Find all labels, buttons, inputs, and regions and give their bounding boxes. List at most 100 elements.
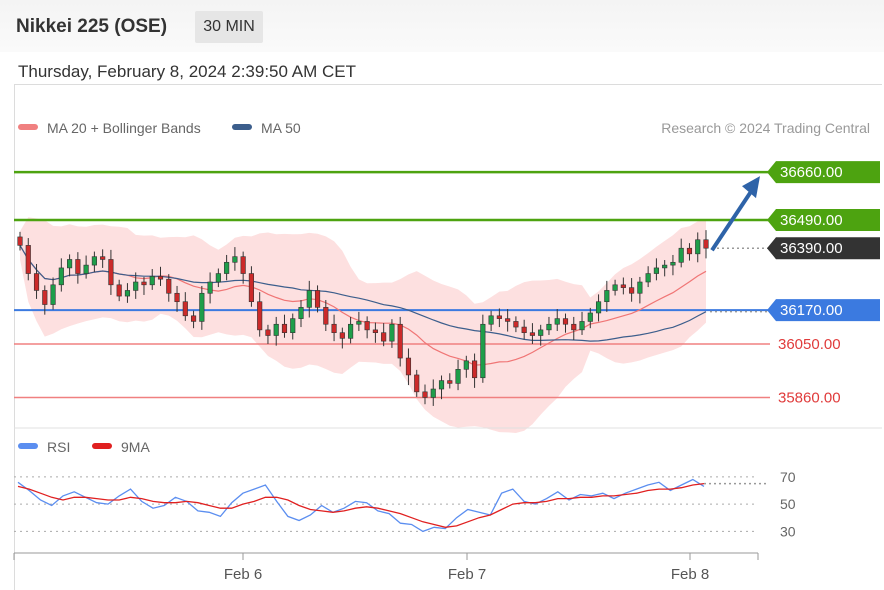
moving-average-layer <box>19 245 707 366</box>
candle-body-29 <box>257 301 263 331</box>
timeframe-button[interactable]: 30 MIN <box>195 11 263 43</box>
candle-body-56 <box>480 323 486 379</box>
candle-body-2 <box>33 273 40 291</box>
candle-body-7 <box>75 259 81 274</box>
candle-body-78 <box>662 264 668 269</box>
candle-body-46 <box>397 323 403 359</box>
candle-body-79 <box>670 261 676 266</box>
candle-body-58 <box>496 315 502 319</box>
level-tag-0 <box>767 161 880 184</box>
candle-body-75 <box>637 281 643 294</box>
candle-body-74 <box>629 287 635 294</box>
candle-body-43 <box>372 329 378 333</box>
candle-body-34 <box>298 307 304 319</box>
rsi-tick-1: 50 <box>780 496 796 512</box>
candle-body-65 <box>554 318 560 325</box>
rsi-ma-legend-label: 9MA <box>121 439 150 455</box>
rsi-line <box>17 478 705 533</box>
candle-body-15 <box>141 281 147 286</box>
candle-body-13 <box>124 290 131 297</box>
arrow-head <box>742 176 760 199</box>
ma50-legend-swatch <box>232 124 252 130</box>
level-tag-3 <box>767 299 880 322</box>
candle-body-8 <box>83 264 89 274</box>
candle-body-61 <box>521 326 527 333</box>
candle-body-12 <box>116 284 122 297</box>
candle-body-42 <box>364 321 370 331</box>
target-arrow <box>710 176 760 252</box>
candle-body-41 <box>356 321 362 325</box>
ma50-line <box>19 245 707 342</box>
candle-body-40 <box>348 323 354 339</box>
candle-body-57 <box>488 315 494 325</box>
rsi-legend-swatch <box>18 443 38 449</box>
candle-body-18 <box>166 278 172 294</box>
candle-body-82 <box>695 239 701 255</box>
candle-body-55 <box>472 360 478 379</box>
candle-body-33 <box>290 318 296 333</box>
candle-body-49 <box>422 391 428 398</box>
level-label-1: 36490.00 <box>780 212 843 229</box>
candle-body-32 <box>281 323 288 333</box>
candle-body-35 <box>306 290 312 308</box>
candle-body-36 <box>314 290 321 308</box>
candle-body-0 <box>17 236 23 246</box>
candle-body-70 <box>595 301 602 314</box>
candle-body-30 <box>265 329 271 336</box>
ma50-legend-label: MA 50 <box>261 120 301 136</box>
level-labels-layer: 36660.00 36490.00 36390.00 36170.00 36050.00… <box>767 161 880 406</box>
candle-body-3 <box>42 290 48 305</box>
candle-body-26 <box>232 256 238 263</box>
candle-body-11 <box>108 259 114 286</box>
x-tick-label-1: Feb 7 <box>448 566 486 583</box>
chart-datetime: Thursday, February 8, 2024 2:39:50 AM CE… <box>18 62 356 81</box>
rsi-tick-0: 70 <box>780 469 796 485</box>
candle-body-59 <box>505 318 511 322</box>
candle-body-39 <box>339 332 345 339</box>
x-tick-label-2: Feb 8 <box>671 566 709 583</box>
candle-body-83 <box>703 239 709 249</box>
level-label-4: 36050.00 <box>778 336 841 353</box>
ma20-line <box>19 245 707 366</box>
candle-body-45 <box>389 323 395 342</box>
candle-body-64 <box>546 323 552 331</box>
x-tick-label-0: Feb 6 <box>224 566 262 583</box>
candle-body-38 <box>331 323 337 333</box>
candle-body-67 <box>571 323 577 331</box>
rsi-ma-legend-swatch <box>92 443 112 449</box>
candle-body-5 <box>58 267 64 286</box>
bollinger-band-layer <box>20 217 706 433</box>
candle-body-72 <box>612 284 618 291</box>
candle-body-9 <box>91 256 97 266</box>
bb-legend-swatch <box>18 124 38 130</box>
candle-body-71 <box>604 290 610 303</box>
candle-body-4 <box>50 284 56 305</box>
header-bar: Nikkei 225 (OSE) 30 MIN <box>0 0 884 52</box>
level-tag-2 <box>767 237 880 260</box>
candle-body-25 <box>224 261 230 274</box>
level-label-3: 36170.00 <box>780 302 843 319</box>
candle-body-50 <box>430 388 436 398</box>
candle-body-31 <box>273 323 279 336</box>
level-label-0: 36660.00 <box>780 164 843 181</box>
candle-body-48 <box>414 374 420 393</box>
candle-body-27 <box>240 256 246 274</box>
candle-body-21 <box>190 315 197 322</box>
candle-body-53 <box>455 369 461 384</box>
candle-body-19 <box>174 292 180 303</box>
rsi-legend-label: RSI <box>47 439 70 455</box>
candle-body-10 <box>100 256 106 260</box>
x-axis-ticks: Feb 6 Feb 7 Feb 8 <box>13 553 759 583</box>
candle-body-24 <box>215 273 221 283</box>
bollinger-band-area <box>20 217 706 433</box>
rsi-ma-line <box>17 482 705 528</box>
candle-body-44 <box>381 332 387 342</box>
candle-body-73 <box>620 284 626 288</box>
candle-body-14 <box>133 281 139 291</box>
level-label-2: 36390.00 <box>780 240 843 257</box>
candle-body-77 <box>653 267 659 274</box>
candle-body-16 <box>149 276 155 286</box>
instrument-title: Nikkei 225 (OSE) <box>16 16 168 37</box>
candle-body-6 <box>67 259 73 269</box>
